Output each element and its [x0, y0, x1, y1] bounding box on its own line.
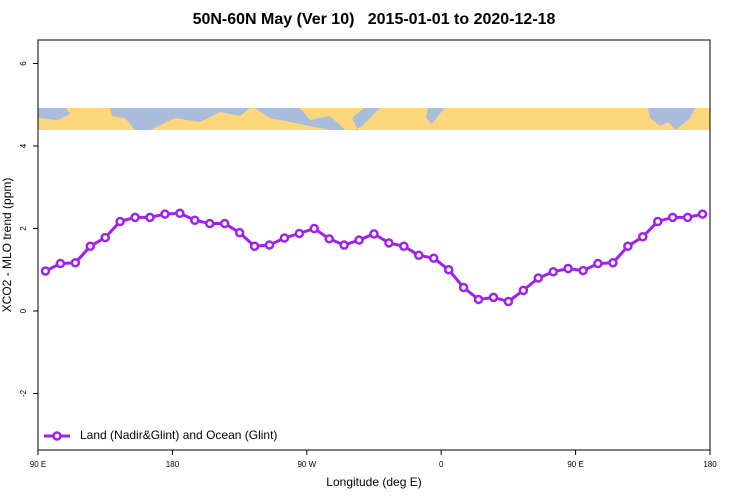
data-point	[458, 282, 469, 293]
data-point	[40, 266, 51, 276]
chart-title: 50N-60N May (Ver 10) 2015-01-01 to 2020-…	[193, 11, 556, 28]
y-axis-label: XCO2 - MLO trend (ppm)	[0, 178, 14, 313]
data-point	[234, 227, 245, 238]
data-point	[652, 216, 663, 227]
data-point	[414, 250, 424, 261]
data-point	[488, 292, 499, 303]
data-point	[339, 240, 349, 250]
data-point	[623, 241, 633, 251]
y-tick-label: 4	[19, 143, 28, 148]
data-point	[324, 234, 334, 244]
data-point	[638, 232, 648, 242]
x-axis-label: Longitude (deg E)	[326, 475, 421, 489]
data-point	[533, 273, 544, 283]
data-point	[70, 257, 81, 268]
data-point	[593, 258, 603, 269]
data-point	[578, 265, 588, 276]
x-tick-label: 90 W	[297, 460, 316, 469]
legend-label: Land (Nadir&Glint) and Ocean (Glint)	[80, 428, 277, 442]
data-point	[145, 212, 155, 223]
data-point	[190, 215, 200, 226]
data-point	[682, 212, 693, 223]
x-tick-label: 180	[166, 460, 180, 469]
data-point	[100, 232, 110, 243]
data-point	[548, 267, 558, 277]
data-point	[85, 241, 96, 251]
data-point	[264, 240, 275, 250]
data-point	[428, 253, 439, 263]
map-strip	[38, 108, 710, 130]
data-point	[115, 216, 125, 227]
data-point	[518, 285, 529, 296]
data-point	[608, 257, 618, 268]
data-point	[279, 233, 290, 243]
data-point	[369, 229, 379, 239]
x-tick-label: 180	[703, 460, 717, 469]
x-tick-label: 0	[439, 460, 444, 469]
legend-marker	[52, 431, 62, 441]
x-tick-label: 90 E	[30, 460, 46, 469]
series-line	[44, 211, 703, 304]
data-point	[697, 209, 708, 219]
y-tick-label: 6	[19, 61, 28, 66]
x-tick-label: 90 E	[567, 460, 583, 469]
data-point	[384, 238, 394, 248]
data-point	[443, 264, 454, 275]
data-point	[249, 241, 260, 251]
data-point	[204, 218, 215, 229]
data-point	[219, 218, 230, 229]
plot-frame	[37, 39, 711, 451]
data-point	[399, 241, 409, 251]
y-tick-label: 0	[19, 308, 28, 313]
data-point	[503, 296, 514, 307]
data-point	[309, 223, 320, 234]
y-tick-label: -2	[19, 389, 28, 397]
data-point	[354, 235, 364, 245]
data-point	[473, 294, 484, 305]
data-point	[55, 258, 66, 269]
data-point	[130, 212, 140, 223]
data-point	[160, 209, 170, 219]
data-point	[667, 212, 678, 223]
data-point	[563, 263, 573, 274]
data-point	[294, 228, 305, 239]
y-tick-label: 2	[19, 226, 28, 231]
data-point	[175, 208, 185, 218]
